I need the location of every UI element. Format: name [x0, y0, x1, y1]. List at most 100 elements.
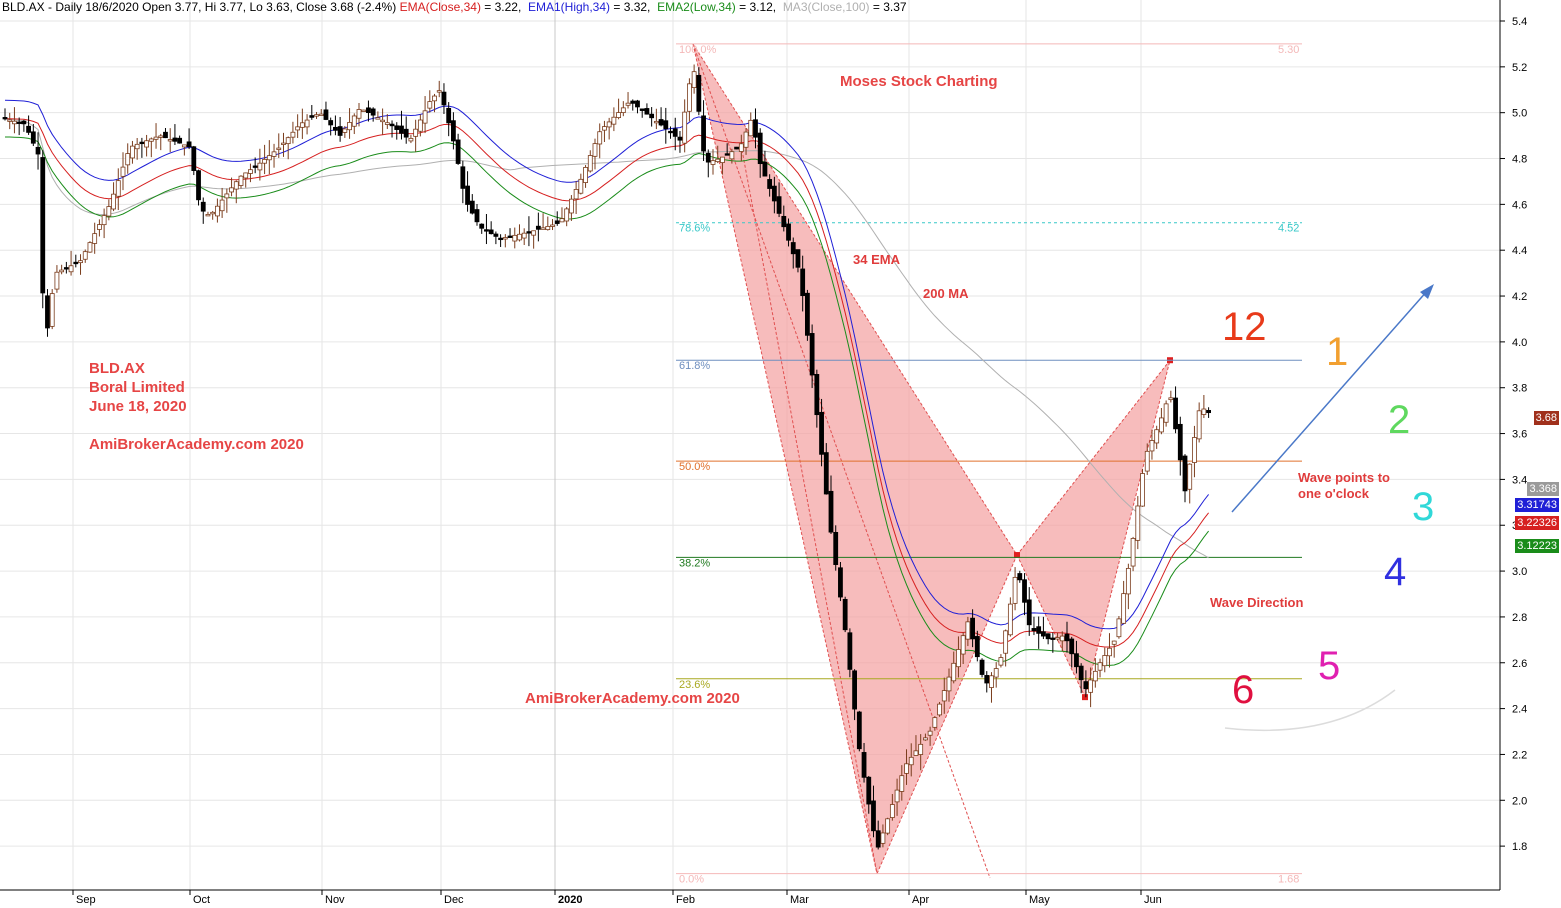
- candle-body: [309, 115, 315, 118]
- candle-body: [1173, 397, 1178, 430]
- ema-annotation: 34 EMA: [853, 252, 900, 267]
- price-tick-label: 1.8: [1512, 841, 1527, 853]
- price-tick-label: 5.0: [1512, 108, 1527, 120]
- candle-body: [484, 229, 489, 232]
- candle-body: [823, 452, 829, 495]
- month-label: Sep: [76, 894, 96, 906]
- candle-body: [1130, 538, 1136, 567]
- candle-body: [932, 717, 938, 728]
- candle-body: [960, 635, 966, 655]
- month-label: Nov: [325, 894, 345, 906]
- candles: [2, 64, 1211, 850]
- candle-body: [904, 763, 909, 774]
- candle-body: [1055, 637, 1060, 640]
- candle-body: [1092, 670, 1098, 682]
- candle-body: [1182, 455, 1188, 492]
- candle-body: [507, 235, 513, 238]
- candle-body: [493, 233, 499, 237]
- candle-body: [115, 180, 121, 197]
- candle-body: [743, 131, 749, 148]
- candle-body: [21, 120, 27, 125]
- candle-body: [786, 223, 791, 241]
- candle-body: [361, 109, 367, 112]
- candle-body: [512, 234, 518, 242]
- candle-body: [2, 117, 8, 120]
- candle-body: [998, 657, 1004, 666]
- pattern-bcd: [1016, 359, 1171, 699]
- candle-body: [59, 269, 65, 273]
- header-ema-close-value: = 3.22,: [480, 0, 525, 14]
- clock-12: 12: [1222, 305, 1267, 349]
- pattern-point: [1014, 552, 1020, 559]
- candle-body: [366, 107, 371, 114]
- candle-body: [68, 265, 74, 273]
- candle-body: [1041, 631, 1046, 637]
- candle-body: [271, 151, 277, 157]
- candle-body: [479, 223, 485, 229]
- candle-body: [87, 242, 93, 253]
- candle-body: [918, 743, 924, 755]
- candle-body: [927, 730, 933, 736]
- candle-body: [394, 125, 400, 130]
- candle-body: [639, 108, 645, 111]
- clock-3: 3: [1412, 485, 1435, 529]
- candle-body: [172, 137, 178, 142]
- ema-low-line: [5, 136, 1209, 666]
- candle-body: [16, 121, 22, 124]
- candle-body: [635, 100, 640, 108]
- ma-annotation: 200 MA: [923, 286, 969, 301]
- candle-body: [229, 187, 234, 193]
- candle-body: [498, 237, 504, 241]
- pattern-point: [1082, 694, 1088, 701]
- candle-body: [720, 156, 725, 163]
- candle-body: [148, 138, 154, 142]
- candle-body: [422, 110, 428, 124]
- wave-direction-label: Wave Direction: [1210, 595, 1304, 610]
- fibonacci-levels: 100.0% 5.30 78.6% 4.52 61.8% 50.0% 38.2% 23.6% 0…: [676, 43, 1302, 886]
- fib-label: 50.0%: [679, 461, 710, 473]
- candle-body: [408, 137, 414, 142]
- candle-body: [12, 120, 17, 125]
- candle-body: [578, 178, 584, 194]
- candle-body: [644, 108, 650, 115]
- candle-body: [951, 662, 957, 682]
- candle-body: [469, 200, 475, 214]
- candle-body: [1045, 633, 1051, 640]
- candle-body: [738, 143, 744, 152]
- candle-body: [167, 139, 173, 142]
- candle-body: [413, 128, 419, 137]
- fib-label: 23.6%: [679, 679, 710, 691]
- candle-body: [224, 193, 230, 199]
- candle-body: [252, 165, 258, 168]
- candle-body: [1050, 637, 1056, 640]
- price-tick-label: 2.4: [1512, 704, 1527, 716]
- candle-body: [181, 144, 187, 148]
- candle-body: [54, 271, 60, 290]
- candle-body: [299, 122, 305, 128]
- candle-body: [1059, 635, 1065, 642]
- candle-body: [814, 374, 820, 416]
- month-label: Feb: [676, 894, 695, 906]
- candle-body: [856, 711, 862, 750]
- candle-body: [564, 208, 570, 222]
- candle-body: [460, 166, 466, 189]
- candle-body: [838, 567, 843, 598]
- candle-body: [616, 112, 621, 118]
- candle-body: [1102, 655, 1108, 667]
- wave-arrow: [1224, 284, 1434, 732]
- candle-body: [1163, 403, 1169, 423]
- candle-body: [559, 218, 565, 223]
- candle-body: [1026, 599, 1032, 626]
- ma-price-tag: 3.368: [1527, 482, 1559, 496]
- header-ema-high: EMA1(High,34): [527, 0, 611, 14]
- candle-body: [540, 227, 546, 230]
- harmonic-pattern: [692, 43, 1173, 879]
- candle-body: [885, 818, 891, 834]
- price-tick-label: 4.0: [1512, 337, 1527, 349]
- candle-body: [248, 169, 253, 174]
- candle-body: [1121, 593, 1127, 624]
- candle-body: [1196, 410, 1202, 440]
- ticker-label: BLD.AX: [89, 360, 145, 377]
- candle-body: [691, 71, 697, 88]
